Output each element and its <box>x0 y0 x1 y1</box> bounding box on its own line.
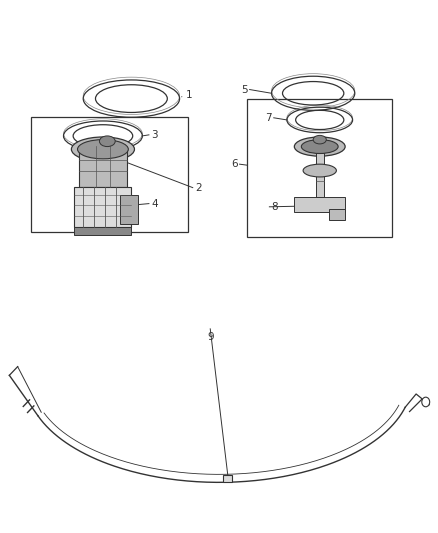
Ellipse shape <box>303 164 336 177</box>
Bar <box>328 209 345 220</box>
Text: 2: 2 <box>195 183 201 192</box>
Bar <box>74 227 131 235</box>
Bar <box>31 117 188 232</box>
Ellipse shape <box>99 136 115 147</box>
Text: 4: 4 <box>151 199 158 208</box>
Text: 8: 8 <box>272 202 278 212</box>
Text: 9: 9 <box>207 332 214 342</box>
Bar <box>294 197 345 212</box>
Ellipse shape <box>71 137 134 161</box>
Ellipse shape <box>294 137 345 156</box>
Text: 3: 3 <box>151 130 158 140</box>
Bar <box>79 148 127 187</box>
Circle shape <box>422 397 430 407</box>
Text: 1: 1 <box>186 90 193 100</box>
Ellipse shape <box>301 140 338 154</box>
Text: 7: 7 <box>265 113 272 123</box>
Bar <box>223 475 232 482</box>
Bar <box>120 195 138 224</box>
Bar <box>74 187 131 227</box>
Ellipse shape <box>313 135 326 144</box>
Text: 5: 5 <box>241 85 247 94</box>
Bar <box>247 99 392 237</box>
Bar <box>316 147 324 197</box>
Text: 6: 6 <box>231 159 237 169</box>
Ellipse shape <box>78 140 128 159</box>
